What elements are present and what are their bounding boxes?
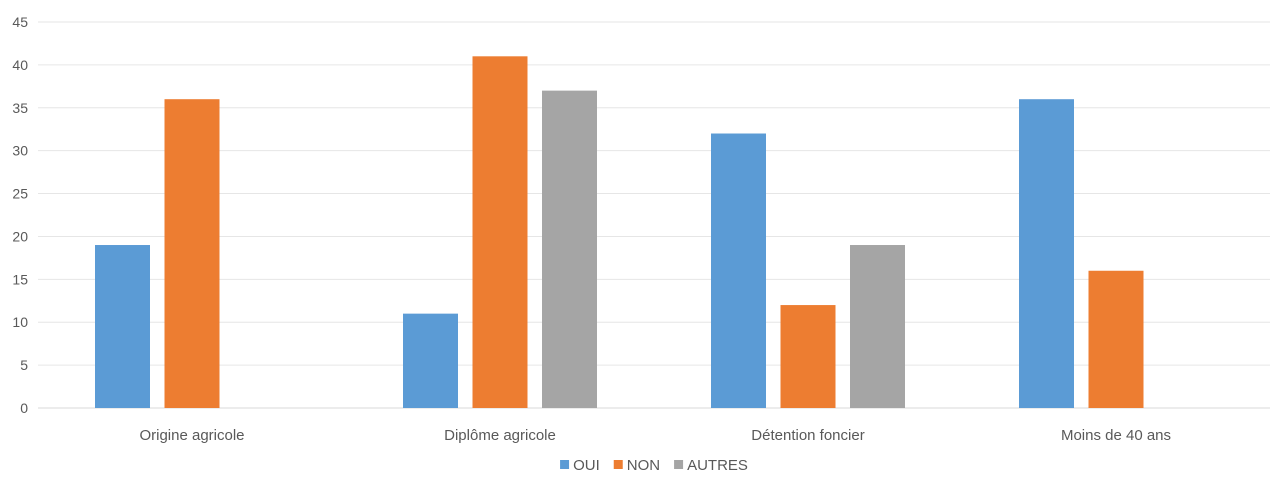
y-tick-label: 20 [12, 228, 28, 244]
legend-label: NON [627, 457, 660, 474]
x-tick-label: Diplôme agricole [444, 427, 556, 444]
gridlines [38, 21, 1270, 409]
x-tick-label: Détention foncier [751, 427, 864, 444]
x-axis-ticks: Origine agricole Diplôme agricole Détentio… [139, 427, 1171, 444]
y-tick-label: 5 [20, 357, 28, 373]
bar-oui-1 [95, 245, 150, 408]
legend-item-non: NON [613, 457, 660, 474]
legend-label: AUTRES [687, 457, 748, 474]
y-tick-label: 0 [20, 400, 28, 416]
legend-swatch [674, 460, 684, 469]
y-tick-label: 30 [12, 143, 28, 159]
bar-non-4 [1088, 270, 1144, 408]
bar-oui-4 [1019, 99, 1074, 408]
x-tick-label: Moins de 40 ans [1061, 427, 1171, 444]
y-tick-label: 15 [12, 271, 28, 287]
bar-autres-3 [850, 245, 905, 408]
bar-non-2 [472, 56, 528, 409]
y-axis-ticks: 0 5 10 15 20 25 30 35 40 45 [12, 14, 28, 416]
legend-swatch [613, 460, 623, 469]
y-tick-label: 35 [12, 100, 28, 116]
y-tick-label: 10 [12, 314, 28, 330]
x-tick-label: Origine agricole [139, 427, 244, 444]
legend-item-oui: OUI [560, 457, 600, 474]
bars [95, 56, 1144, 409]
bar-non-1 [164, 99, 220, 408]
y-tick-label: 40 [12, 57, 28, 73]
y-tick-label: 25 [12, 186, 28, 202]
legend-label: OUI [573, 457, 600, 474]
bar-autres-2 [542, 90, 597, 408]
legend: OUI NON AUTRES [560, 457, 748, 474]
bar-non-3 [780, 305, 836, 408]
bar-oui-2 [403, 313, 458, 408]
y-tick-label: 45 [12, 14, 28, 30]
bar-oui-3 [711, 133, 766, 408]
legend-swatch [560, 460, 570, 469]
legend-item-autres: AUTRES [674, 457, 748, 474]
